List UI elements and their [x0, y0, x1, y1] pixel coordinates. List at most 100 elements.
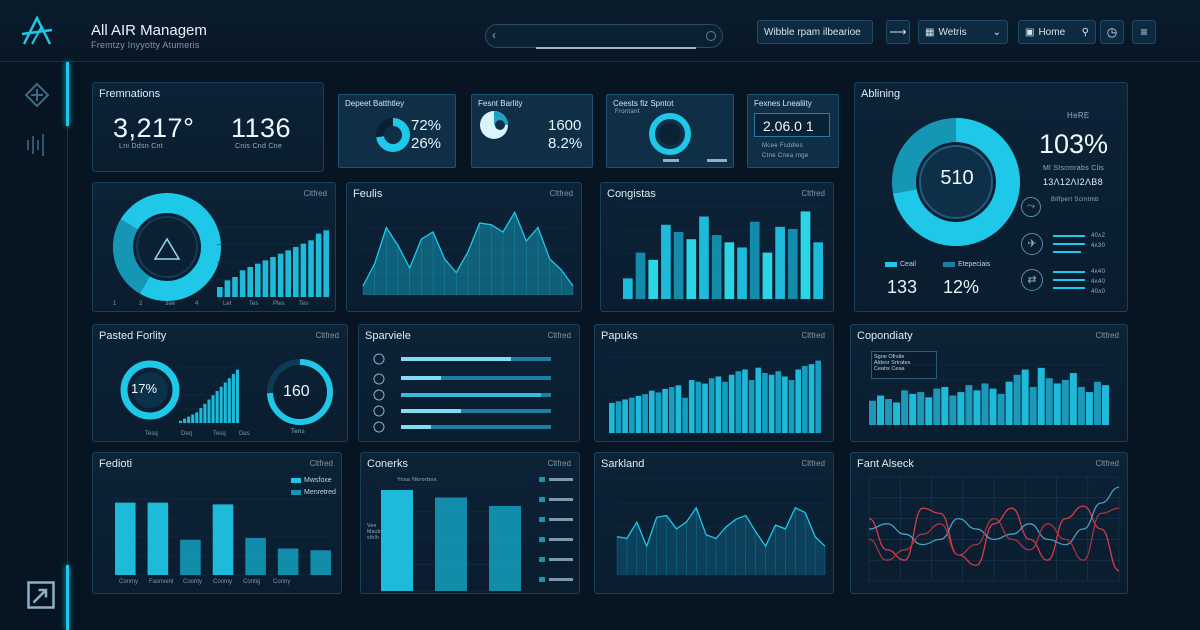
- bar: [800, 211, 811, 299]
- gauge-b: [267, 359, 333, 425]
- home-button[interactable]: ▣ Home ⚲: [1018, 20, 1096, 44]
- panel-control-label[interactable]: Cltfred: [801, 189, 825, 198]
- bar: [239, 270, 246, 297]
- fodiori-legend-a: Mwsfoxe: [291, 477, 332, 484]
- bar: [711, 235, 722, 299]
- bar: [1069, 373, 1077, 425]
- mini-card-1-line2: 26%: [411, 135, 442, 152]
- mini-card-1-line1: 72%: [411, 117, 442, 134]
- bar: [270, 257, 276, 297]
- right-mini-bars: [1053, 235, 1085, 289]
- mini-card-1-title: Depeet Batthtley: [345, 99, 405, 108]
- bar: [180, 539, 201, 575]
- mini-card-1[interactable]: Depeet Batthtley 72% 26%: [338, 94, 456, 168]
- bar: [877, 395, 885, 425]
- bar: [788, 380, 795, 433]
- right-legend-a-label: Ceail: [900, 261, 916, 268]
- mini-card-2-line2: 8.2%: [548, 135, 583, 152]
- bar: [199, 408, 203, 423]
- ring-fill: [892, 118, 1020, 246]
- legend-swatch: [291, 489, 301, 495]
- trend-icon: ⤳: [1021, 197, 1041, 217]
- right-label-top: HeRE: [1067, 111, 1090, 120]
- bar: [247, 267, 253, 297]
- bar: [762, 252, 773, 299]
- bar: [489, 505, 521, 591]
- bar: [722, 381, 728, 433]
- search-input[interactable]: ‹: [485, 24, 723, 49]
- mini-card-2-line1: 1600: [548, 117, 582, 134]
- fant-title: Fant Alseck: [857, 458, 914, 470]
- bar: [217, 287, 223, 297]
- right-legend-a: Ceail: [885, 261, 916, 268]
- tick: 4: [195, 301, 199, 307]
- fant-panel: Fant Alseck Cltfred: [850, 452, 1128, 594]
- bar: [642, 394, 648, 433]
- signal-icon[interactable]: [22, 130, 52, 160]
- conerks-header: Yosa Nkrorbos: [397, 477, 437, 483]
- menu-icon[interactable]: ≡: [1132, 20, 1156, 44]
- row-icon: [373, 389, 385, 401]
- mini-card-4[interactable]: Fexnes Lnealiity 2.06.0 1 Mcee Fsddles C…: [747, 94, 839, 168]
- export-icon[interactable]: [26, 580, 56, 610]
- bar: [1005, 381, 1013, 425]
- bar: [300, 243, 307, 297]
- mini-card-2[interactable]: Fesnt Barlity 1600 8.2%: [471, 94, 593, 168]
- bar: [195, 412, 199, 423]
- series-line: [868, 505, 1120, 572]
- sidebar-accent-bottom: [66, 565, 69, 630]
- bar: [183, 418, 187, 423]
- panel-control-label[interactable]: Cltfred: [315, 331, 339, 340]
- mini-card-4-title: Fexnes Lnealiity: [754, 99, 812, 108]
- panel-control-label[interactable]: Cltfred: [303, 189, 327, 198]
- bar: [1077, 386, 1085, 425]
- bar: [715, 376, 722, 433]
- panel-control-label[interactable]: Cltfred: [547, 459, 571, 468]
- right-legend-b: Etepeciais: [943, 261, 990, 268]
- bar: [1037, 367, 1045, 425]
- feulis-title: Feulis: [353, 188, 383, 200]
- search-icon: ⚲: [1081, 26, 1089, 38]
- bar: [965, 385, 973, 425]
- panel-control-label[interactable]: Cltfred: [1095, 331, 1119, 340]
- nav-arrow-icon[interactable]: ⟶: [886, 20, 910, 44]
- bar: [381, 490, 413, 591]
- bar: [207, 399, 211, 423]
- conerks-bar-chart: [381, 484, 521, 592]
- panel-control-label[interactable]: Cltfred: [1095, 459, 1119, 468]
- tick: Ples: [273, 301, 285, 307]
- primary-action-button[interactable]: Wibble rpam ilbearioe: [757, 20, 873, 44]
- bar: [661, 224, 671, 299]
- conerks-panel: Conerks Cltfred Yosa Nkrorbos Vee Maubt …: [360, 452, 580, 594]
- kpi-title: Fremnations: [99, 88, 161, 100]
- mini-card-4-field: 2.06.0 1: [754, 113, 830, 137]
- clock-icon[interactable]: ◷: [1100, 20, 1124, 44]
- tick: 2: [139, 301, 143, 307]
- sparviele-title: Sparviele: [365, 330, 411, 342]
- select-dropdown[interactable]: ▦ Wetris ⌄: [918, 20, 1008, 44]
- bar: [675, 385, 682, 433]
- mini-card-3[interactable]: Ceests fiz Spntot Frontant: [606, 94, 734, 168]
- panel-control-label[interactable]: Cltfred: [549, 189, 573, 198]
- tick: 3ee: [165, 301, 176, 307]
- tick: Tes: [249, 301, 258, 307]
- copendiy-title: Copondiaty: [857, 330, 913, 342]
- bar: [255, 263, 261, 297]
- tick: Coonty: [183, 579, 202, 585]
- bar: [315, 233, 322, 297]
- row-icon: [373, 421, 385, 433]
- bar: [981, 383, 989, 425]
- bar: [655, 392, 662, 433]
- panel-control-label[interactable]: Cltfred: [801, 459, 825, 468]
- network-icon[interactable]: [22, 80, 52, 110]
- right-stat-b: 12%: [943, 277, 980, 297]
- search-icon[interactable]: [706, 31, 716, 41]
- panel-control-label[interactable]: Cltfred: [801, 331, 825, 340]
- bar: [1093, 381, 1101, 425]
- panel-control-label[interactable]: Cltfred: [547, 331, 571, 340]
- bar: [782, 376, 788, 433]
- bar: [708, 378, 715, 433]
- area-fill: [617, 507, 825, 575]
- panel-control-label[interactable]: Cltfred: [309, 459, 333, 468]
- bar: [775, 371, 782, 433]
